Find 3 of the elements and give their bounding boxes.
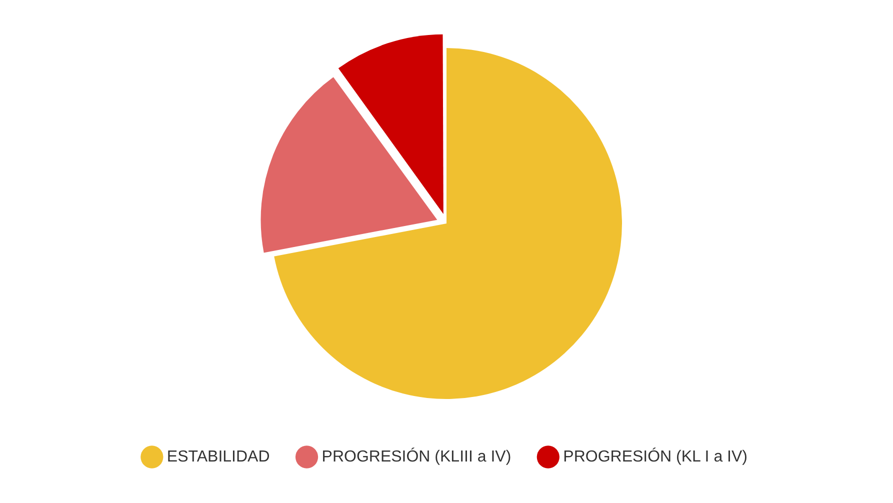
legend-label: PROGRESIÓN (KL I a IV): [563, 447, 748, 466]
legend-label: PROGRESIÓN (KLIII a IV): [322, 447, 512, 466]
legend-label: ESTABILIDAD: [166, 448, 270, 466]
